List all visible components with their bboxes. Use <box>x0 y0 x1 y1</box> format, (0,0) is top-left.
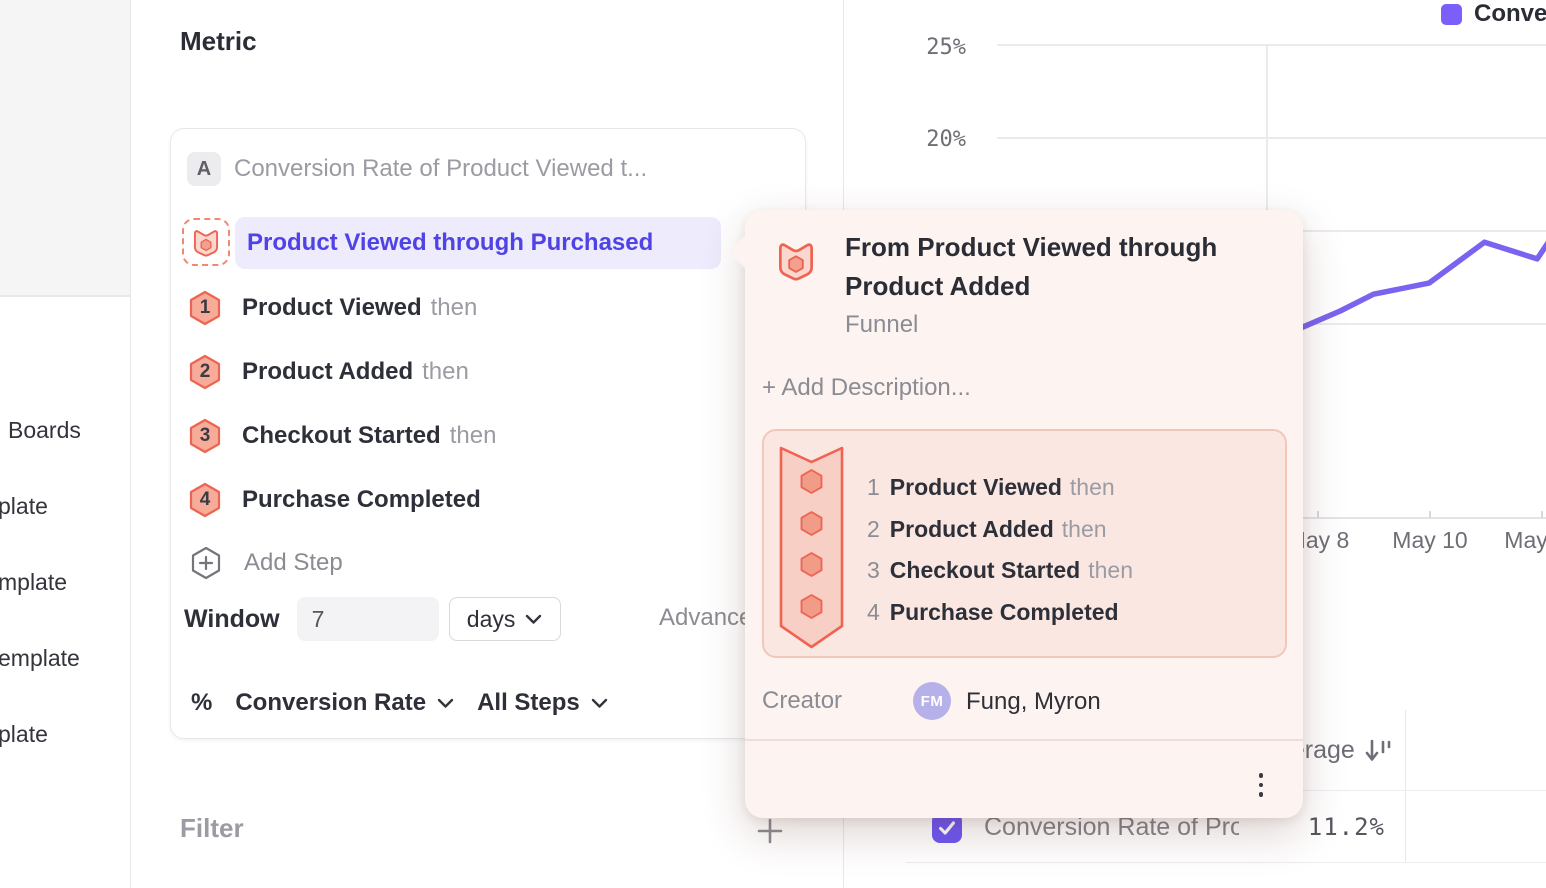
window-unit-select[interactable]: days <box>448 597 561 641</box>
measure-type-label: Conversion Rate <box>235 689 427 716</box>
step-number-badge: 4 <box>189 482 221 518</box>
step-event-name[interactable]: Product Viewed <box>242 294 422 321</box>
funnel-icon <box>778 243 814 281</box>
popover-footer-divider <box>745 739 1303 741</box>
window-unit-value: days <box>466 605 516 632</box>
chevron-down-icon <box>526 614 542 624</box>
step-event-name[interactable]: Purchase Completed <box>242 486 481 513</box>
chevron-down-icon <box>591 698 607 708</box>
funnel-step-row-1[interactable]: 1 Product Viewed then <box>189 288 477 328</box>
measure-scope-dropdown[interactable]: All Steps <box>477 689 608 717</box>
funnel-preview-card: 1 Product Viewed then 2 Product Added th… <box>762 429 1287 658</box>
series-letter-badge: A <box>187 152 221 186</box>
sidebar-item-template[interactable]: mplate <box>0 569 68 595</box>
popover-type-label: Funnel <box>845 311 919 338</box>
step-connector: then <box>449 422 497 449</box>
conversion-rate-line[interactable] <box>1298 239 1546 331</box>
sidebar-item-template[interactable]: plate <box>0 721 48 747</box>
add-step-button[interactable]: Add Step <box>190 546 343 580</box>
step-event-name[interactable]: Checkout Started <box>242 422 441 449</box>
step-number-badge: 2 <box>189 354 221 390</box>
add-description-link[interactable]: + Add Description... <box>762 374 971 401</box>
percent-prefix: % <box>191 689 213 716</box>
funnel-icon <box>193 230 219 257</box>
series-name-input[interactable]: Conversion Rate of Product Viewed t... <box>234 155 648 182</box>
step-number-badge: 1 <box>189 290 221 326</box>
chevron-down-icon <box>437 698 454 708</box>
preview-step-row-3: 3 Checkout Started then <box>867 556 1133 583</box>
funnel-name-button[interactable]: Product Viewed through Purchased <box>235 217 721 269</box>
add-step-label: Add Step <box>244 549 343 576</box>
funnel-ribbon-icon <box>779 446 844 649</box>
filter-section-title: Filter <box>180 813 244 843</box>
step-event-name[interactable]: Product Added <box>242 358 414 385</box>
window-label: Window <box>184 604 280 633</box>
table-column-divider <box>1405 710 1406 863</box>
window-value-input[interactable] <box>296 597 439 641</box>
legend-label: Conver <box>1474 0 1546 27</box>
sidebar-item-template[interactable]: plate <box>0 493 48 519</box>
measure-type-dropdown[interactable]: Conversion Rate <box>235 689 454 717</box>
step-number-badge: 3 <box>189 418 221 454</box>
sidebar-item-template[interactable]: emplate <box>0 645 80 671</box>
sidebar-item-boards[interactable]: Boards <box>8 417 81 443</box>
metric-definition-card: A Conversion Rate of Product Viewed t...… <box>170 128 806 739</box>
funnel-step-row-4[interactable]: 4 Purchase Completed <box>189 480 490 520</box>
measure-scope-label: All Steps <box>477 689 580 716</box>
creator-name: Fung, Myron <box>966 688 1101 715</box>
series-row-average-value: 11.2% <box>1307 813 1385 841</box>
left-sidebar: Boards plate mplate emplate plate <box>0 0 131 888</box>
y-axis-tick: 25% <box>926 35 966 60</box>
checkmark-icon <box>939 821 955 835</box>
popover-title[interactable]: From Product Viewed through Product Adde… <box>845 232 1218 301</box>
series-row-checkbox[interactable] <box>932 813 962 843</box>
y-axis-tick: 20% <box>926 127 966 152</box>
funnel-step-row-3[interactable]: 3 Checkout Started then <box>189 416 496 456</box>
sort-descending-icon <box>1365 739 1391 761</box>
funnel-selected-icon <box>182 218 230 266</box>
step-connector: then <box>430 294 478 321</box>
preview-step-row-4: 4 Purchase Completed <box>867 598 1119 625</box>
funnel-name-label: Product Viewed through Purchased <box>247 229 654 256</box>
legend-item-conversion[interactable]: Conver <box>1441 0 1546 27</box>
step-connector: then <box>422 358 469 385</box>
add-filter-button[interactable] <box>756 817 784 845</box>
x-axis-tick: May 12 <box>1504 527 1546 553</box>
add-step-hexagon-plus-icon <box>191 546 221 580</box>
preview-step-row-1: 1 Product Viewed then <box>867 473 1115 500</box>
funnel-step-row-2[interactable]: 2 Product Added then <box>189 352 469 392</box>
table-row-divider <box>906 862 1546 863</box>
sidebar-top-section <box>0 0 130 297</box>
funnel-detail-popover: From Product Viewed through Product Adde… <box>728 210 1303 818</box>
legend-swatch-icon <box>1441 3 1462 25</box>
creator-avatar: FM <box>913 682 951 720</box>
creator-label: Creator <box>762 687 843 714</box>
metric-section-title: Metric <box>180 26 257 56</box>
more-options-kebab-button[interactable] <box>1246 765 1276 805</box>
x-axis-tick: May 10 <box>1392 527 1468 553</box>
preview-step-row-2: 2 Product Added then <box>867 515 1107 542</box>
